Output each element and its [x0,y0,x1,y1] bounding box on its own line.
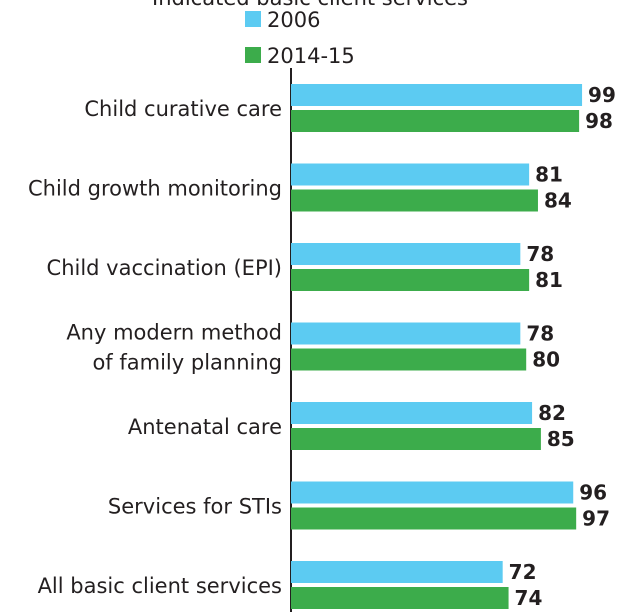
y-tick-label: Child curative care [84,97,282,121]
value-label: 99 [588,83,616,107]
y-tick-label: Antenatal care [128,415,282,439]
y-tick-label: Services for STIs [108,495,282,519]
bar [291,507,577,530]
y-tick-label-line: Antenatal care [128,415,282,439]
bar [291,322,521,345]
bar [291,163,530,186]
value-label: 80 [532,348,560,372]
chart-title: Indicated basic client services [152,0,468,10]
y-tick-label: Child growth monitoring [28,177,282,201]
bar [291,348,527,371]
value-label: 72 [509,560,537,584]
value-label: 82 [538,401,566,425]
legend-label: 2006 [267,8,320,32]
y-tick-label-line: of family planning [92,351,282,375]
bar [291,110,580,132]
value-label: 96 [579,481,607,505]
bar [291,587,509,609]
y-tick-label-line: Child curative care [84,97,282,121]
value-label: 84 [544,189,572,213]
y-tick-label-line: All basic client services [38,574,282,598]
y-tick-label-line: Services for STIs [108,495,282,519]
bar [291,189,538,212]
legend-swatch [245,11,261,27]
value-label: 98 [585,109,613,133]
value-label: 78 [526,242,554,266]
value-label: 85 [547,427,575,451]
value-label: 74 [515,586,543,610]
y-tick-label: Any modern method of family planning [66,321,282,375]
bar [291,269,530,291]
y-tick-label: All basic client services [38,574,282,598]
y-tick-label-line: Any modern method [66,321,282,345]
value-label: 81 [535,268,563,292]
bar [291,243,521,265]
legend-swatch [245,47,261,63]
bar [291,481,574,504]
y-tick-label-line: Child vaccination (EPI) [47,256,282,280]
y-tick-label: Child vaccination (EPI) [47,256,282,280]
value-label: 81 [535,163,563,187]
bar [291,402,533,424]
value-label: 78 [526,322,554,346]
bar [291,84,583,106]
value-label: 97 [582,507,610,531]
legend-label: 2014-15 [267,44,355,68]
bar [291,428,541,450]
bar [291,561,503,583]
y-tick-label-line: Child growth monitoring [28,177,282,201]
